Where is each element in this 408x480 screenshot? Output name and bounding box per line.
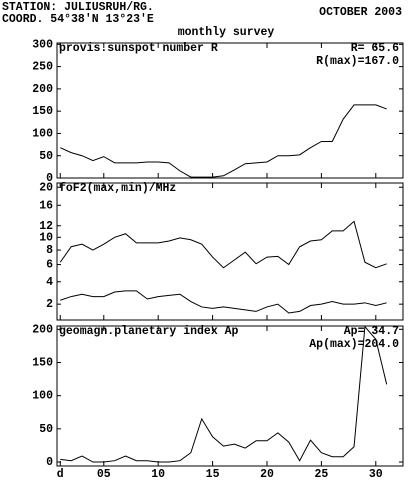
y-tick-label: 8 — [46, 244, 53, 257]
y-tick-label: 6 — [46, 259, 53, 272]
y-tick-label: 16 — [39, 199, 53, 212]
x-tick-label: 05 — [97, 468, 111, 480]
station: STATION: JULIUSRUH/RG. — [2, 1, 154, 14]
annotation: Ap(max)=204.0 — [309, 338, 399, 351]
panel-title: geomagn.planetary index Ap — [59, 325, 239, 338]
y-tick-label: 0 — [46, 456, 53, 469]
panel-title: foF2(max,min)/MHz — [59, 182, 176, 195]
y-tick-label: 200 — [32, 323, 53, 336]
x-tick-label: 30 — [369, 468, 383, 480]
x-tick-label: 25 — [314, 468, 328, 480]
y-tick-label: 2 — [46, 298, 53, 311]
y-tick-label: 150 — [32, 357, 53, 370]
y-tick-label: 4 — [46, 276, 53, 289]
data-line — [60, 326, 388, 463]
y-tick-label: 300 — [32, 38, 53, 51]
y-tick-label: 50 — [39, 150, 53, 163]
panel-title: provis.sunspot number R — [59, 42, 218, 55]
y-tick-label: 20 — [39, 181, 53, 194]
x-tick-label: d — [57, 468, 64, 480]
coord: COORD. 54°38'N 13°23'E — [2, 13, 154, 26]
y-tick-label: 0 — [46, 172, 53, 185]
data-line — [60, 104, 387, 178]
panel-frame — [56, 42, 404, 179]
y-tick-label: 12 — [39, 220, 53, 233]
y-tick-label: 100 — [32, 390, 53, 403]
data-line — [60, 290, 387, 314]
y-tick-label: 10 — [39, 231, 53, 244]
y-tick-label: 250 — [32, 61, 53, 74]
y-tick-label: 100 — [32, 127, 53, 140]
subtitle: monthly survey — [178, 26, 275, 39]
y-tick-label: 150 — [32, 105, 53, 118]
annotation: R= 65.6 — [351, 42, 399, 55]
y-tick-label: 200 — [32, 83, 53, 96]
x-tick-label: 20 — [260, 468, 274, 480]
x-tick-label: 15 — [206, 468, 220, 480]
data-line — [59, 220, 387, 269]
annotation: Ap= 34.7 — [344, 325, 399, 338]
panel-frame — [56, 182, 404, 321]
x-tick-label: 10 — [151, 468, 165, 480]
month: OCTOBER 2003 — [319, 6, 402, 19]
annotation: R(max)=167.0 — [316, 55, 399, 68]
y-tick-label: 50 — [39, 423, 53, 436]
